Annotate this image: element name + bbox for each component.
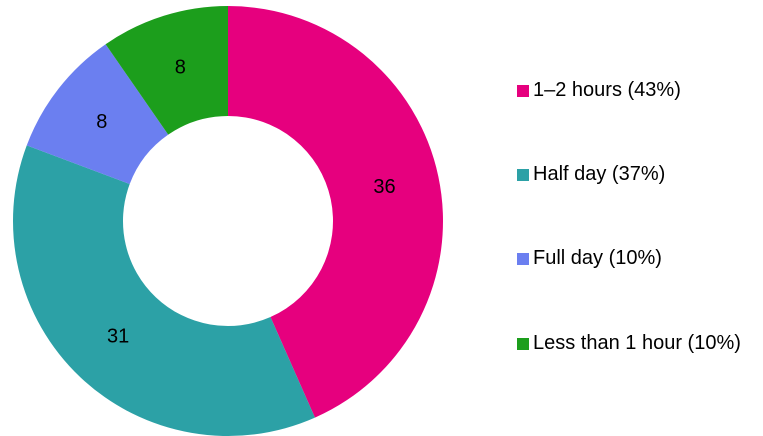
- legend-swatch: [517, 169, 529, 181]
- donut-slice: [228, 6, 443, 418]
- donut-slice: [105, 6, 228, 135]
- legend-swatch: [517, 85, 529, 97]
- legend-item: Half day (37%): [517, 162, 763, 187]
- legend-item: Less than 1 hour (10%): [517, 331, 763, 356]
- legend-item: Full day (10%): [517, 246, 763, 271]
- data-label: 8: [175, 57, 186, 79]
- legend-label: Less than 1 hour (10%): [533, 332, 741, 354]
- donut-slice: [13, 145, 315, 436]
- data-label: 8: [96, 111, 107, 133]
- legend-label: 1–2 hours (43%): [533, 79, 681, 101]
- legend-label: Half day (37%): [533, 163, 666, 185]
- legend-swatch: [517, 338, 529, 350]
- donut-slice: [26, 44, 169, 185]
- legend-item: 1–2 hours (43%): [517, 78, 763, 103]
- legend-swatch: [517, 253, 529, 265]
- data-label: 36: [373, 176, 395, 198]
- data-label: 31: [107, 326, 129, 348]
- legend-label: Full day (10%): [533, 247, 662, 269]
